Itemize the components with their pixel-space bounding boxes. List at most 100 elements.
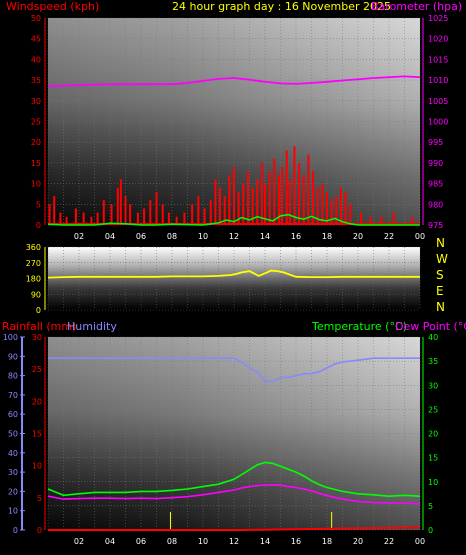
wind-x-tick-label: 20	[353, 232, 363, 241]
windspeed-tick-label: 45	[31, 35, 41, 44]
compass-letter: N	[436, 236, 445, 250]
windspeed-bar	[102, 200, 105, 225]
temp-x-tick-label: 14	[260, 537, 270, 546]
wind-x-tick-label: 18	[322, 232, 332, 241]
windspeed-bar	[302, 175, 305, 225]
windspeed-tick-label: 0	[36, 221, 41, 230]
barometer-tick-label: 1000	[428, 118, 448, 127]
humidity-axis-title: Humidity	[67, 320, 117, 333]
wind-x-tick-label: 04	[105, 232, 115, 241]
humidity-line	[48, 357, 420, 383]
graph-title: 24 hour graph day : 16 November 2025	[172, 0, 392, 13]
barometer-tick-label: 1015	[428, 55, 448, 64]
humidity-tick-label: 70	[8, 391, 18, 400]
temperature-tick-label: 40	[428, 333, 438, 342]
windspeed-bar	[161, 204, 164, 225]
windspeed-tick-label: 5	[36, 200, 41, 209]
windspeed-bar	[369, 216, 372, 225]
wind-x-tick-label: 12	[229, 232, 239, 241]
barometer-axis-title: Barometer (hpa)	[371, 0, 463, 13]
windspeed-bar	[380, 216, 383, 225]
temperature-humidity-chart: 0102030405060708090100051015202530051015…	[3, 333, 438, 546]
windspeed-tick-label: 30	[31, 97, 41, 106]
windspeed-bar	[209, 200, 212, 225]
barometer-line	[47, 75, 421, 88]
temp-x-tick-label: 18	[322, 537, 332, 546]
windspeed-bar	[298, 162, 301, 225]
winddir-tick-label: 180	[26, 275, 41, 284]
humidity-tick-label: 40	[8, 449, 18, 458]
humidity-tick-label: 10	[8, 507, 18, 516]
windspeed-bar	[90, 216, 93, 225]
humidity-tick-label: 20	[8, 487, 18, 496]
temperature-axis-title: Temperature (°C)	[312, 320, 407, 333]
barometer-tick-label: 1010	[428, 76, 448, 85]
compass-letter: S	[436, 268, 444, 282]
windspeed-bar	[223, 196, 226, 225]
rainfall-tick-label: 10	[32, 462, 42, 471]
windspeed-bar	[312, 171, 315, 225]
compass-letter: N	[436, 300, 445, 314]
barometer-tick-label: 975	[428, 221, 443, 230]
humidity-tick-label: 60	[8, 410, 18, 419]
temperature-tick-label: 35	[428, 357, 438, 366]
windspeed-bar	[191, 204, 194, 225]
barometer-tick-label: 990	[428, 159, 443, 168]
windspeed-bar	[149, 200, 152, 225]
humidity-tick-label: 0	[13, 526, 18, 535]
windspeed-bar	[264, 183, 266, 225]
dewpoint-line	[47, 484, 421, 505]
windspeed-bar	[175, 216, 178, 225]
wind-x-tick-label: 16	[291, 232, 301, 241]
windspeed-bar	[214, 179, 217, 225]
windspeed-bar	[335, 196, 338, 225]
rainfall-tick-label: 5	[37, 494, 42, 503]
barometer-tick-label: 985	[428, 180, 443, 189]
wind-x-tick-label: 14	[260, 232, 270, 241]
temp-x-tick-label: 02	[74, 537, 84, 546]
windspeed-bar	[293, 146, 296, 225]
windspeed-bar	[183, 212, 186, 225]
windspeed-bar	[392, 212, 395, 225]
windspeed-bar	[116, 187, 119, 225]
windspeed-bar	[82, 212, 85, 225]
wind-x-tick-label: 06	[136, 232, 146, 241]
rainfall-tick-label: 25	[32, 365, 42, 374]
wind-direction-chart: 0 90 180 270 360	[26, 243, 421, 315]
humidity-tick-label: 30	[8, 468, 18, 477]
temperature-tick-label: 5	[428, 502, 433, 511]
compass-letter: W	[436, 252, 448, 266]
windspeed-bar	[242, 183, 245, 225]
windspeed-bar	[268, 171, 271, 225]
wind-x-tick-label: 10	[198, 232, 208, 241]
temperature-tick-label: 0	[428, 526, 433, 535]
windspeed-bar	[48, 204, 51, 225]
wind-x-tick-label: 02	[74, 232, 84, 241]
windspeed-tick-label: 40	[31, 55, 41, 64]
windspeed-bar	[246, 171, 249, 225]
windspeed-tick-label: 10	[31, 180, 41, 189]
temp-x-tick-label: 22	[384, 537, 394, 546]
temperature-tick-label: 15	[428, 454, 438, 463]
windspeed-bar	[237, 191, 240, 225]
barometer-tick-label: 980	[428, 200, 443, 209]
barometer-tick-label: 1025	[428, 14, 448, 23]
wind-x-tick-label: 08	[167, 232, 177, 241]
windspeed-bar	[129, 204, 132, 225]
windspeed-bar	[277, 175, 280, 225]
windspeed-bar	[96, 212, 99, 225]
wind-direction-line	[47, 269, 420, 279]
humidity-tick-label: 50	[8, 430, 18, 439]
windspeed-tick-label: 35	[31, 76, 41, 85]
windspeed-bar	[273, 158, 276, 225]
winddir-tick-label: 90	[31, 290, 41, 299]
windspeed-tick-label: 20	[31, 138, 41, 147]
windspeed-bar	[74, 208, 77, 225]
windspeed-bar	[288, 179, 291, 225]
windspeed-bar	[143, 208, 146, 225]
windspeed-bar	[53, 196, 56, 225]
windspeed-bar	[228, 175, 231, 225]
rainfall-line	[48, 526, 421, 531]
humidity-tick-label: 80	[8, 372, 18, 381]
